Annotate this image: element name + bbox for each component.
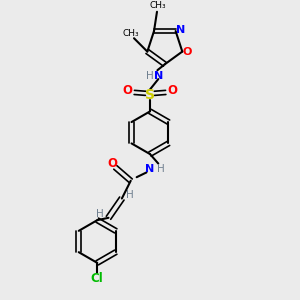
Text: Cl: Cl — [91, 272, 103, 285]
Text: CH₃: CH₃ — [123, 29, 140, 38]
Text: CH₃: CH₃ — [149, 1, 166, 10]
Text: O: O — [168, 84, 178, 98]
Text: N: N — [154, 70, 163, 80]
Text: H: H — [158, 164, 165, 174]
Text: S: S — [145, 88, 155, 102]
Text: H: H — [126, 190, 134, 200]
Text: O: O — [122, 84, 132, 98]
Text: N: N — [176, 25, 186, 34]
Text: N: N — [146, 164, 154, 174]
Text: H: H — [146, 70, 154, 80]
Text: O: O — [183, 46, 192, 57]
Text: O: O — [107, 158, 117, 170]
Text: H: H — [96, 209, 104, 219]
